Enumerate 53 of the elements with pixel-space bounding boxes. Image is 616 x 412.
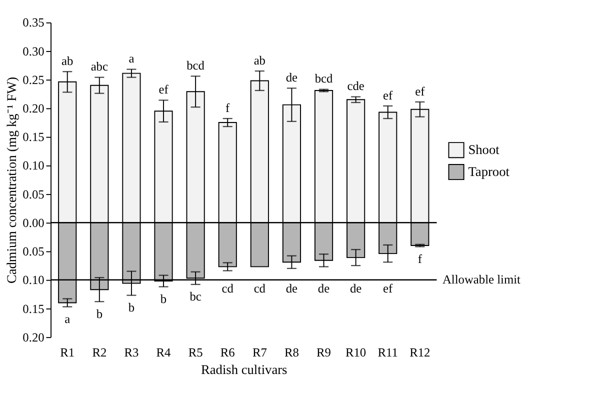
ref-line-label: Allowable limit: [442, 272, 522, 287]
y-axis-title: Cadmium concentration (mg kg⁻¹ FW): [4, 76, 19, 284]
annotation: a: [64, 312, 71, 326]
annotation: a: [128, 52, 135, 66]
y-tick-label: 0.30: [22, 44, 44, 58]
annotation: ef: [415, 84, 426, 98]
annotation: cd: [222, 281, 234, 296]
y-tick-label: 0.15: [22, 130, 44, 144]
annotation: de: [286, 281, 298, 296]
x-tick-label: R9: [316, 346, 331, 360]
x-tick-label: R7: [252, 346, 267, 360]
x-tick-label: R11: [378, 346, 398, 360]
annotation: b: [160, 292, 167, 306]
y-tick-label: 0.00: [22, 216, 44, 230]
x-tick-label: R6: [220, 346, 235, 360]
y-tick-label: 0.05: [22, 187, 44, 202]
annotation: abc: [90, 60, 108, 74]
y-tick-label: 0.20: [22, 330, 44, 344]
annotation: bcd: [186, 58, 206, 73]
y-tick-label: 0.35: [22, 16, 44, 30]
x-tick-label: R4: [156, 346, 171, 360]
annotation: cd: [254, 281, 266, 296]
legend-label: Taproot: [468, 164, 510, 179]
annotation: ef: [383, 88, 394, 102]
annotation: ef: [158, 82, 170, 97]
annotation: de: [318, 281, 330, 296]
annotation: bc: [190, 290, 202, 304]
annotation: de: [350, 281, 362, 296]
annotation: ab: [254, 53, 266, 68]
y-tick-label: 0.15: [22, 302, 44, 316]
y-tick-label: 0.10: [22, 273, 44, 288]
annotation: de: [286, 70, 298, 85]
x-tick-label: R12: [410, 346, 430, 360]
y-tick-label: 0.10: [22, 158, 44, 173]
x-tick-label: R2: [92, 346, 107, 360]
annotation: cde: [347, 79, 365, 94]
annotation: f: [226, 100, 231, 115]
annotation: bcd: [314, 72, 334, 86]
x-tick-label: R8: [284, 346, 299, 360]
annotation: b: [128, 300, 135, 315]
annotation: f: [418, 252, 423, 266]
x-tick-label: R10: [345, 346, 366, 360]
y-tick-label: 0.25: [22, 72, 44, 87]
x-tick-label: R3: [124, 346, 139, 360]
x-axis-title: Radish cultivars: [200, 362, 288, 377]
annotation: ab: [62, 54, 74, 68]
y-tick-label: 0.20: [22, 102, 44, 116]
x-tick-label: R5: [188, 346, 203, 360]
y-tick-label: 0.05: [22, 244, 44, 259]
annotation: ef: [383, 281, 394, 296]
annotation: b: [96, 306, 103, 321]
x-tick-label: R1: [60, 346, 75, 360]
legend-label: Shoot: [468, 142, 500, 157]
